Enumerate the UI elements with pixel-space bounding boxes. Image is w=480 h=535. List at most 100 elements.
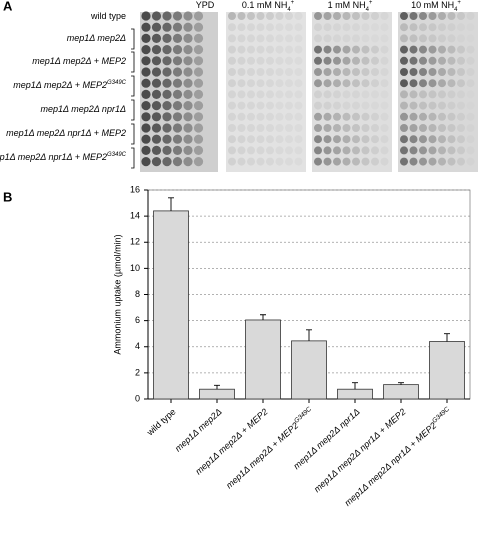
colony-spot: [457, 45, 465, 54]
colony-spot: [275, 12, 284, 20]
colony-spot: [193, 67, 204, 77]
colony-spot: [141, 112, 151, 122]
colony-spot: [323, 23, 332, 32]
label-text: mep1Δ mep2Δ npr1Δ + MEP2: [312, 407, 408, 495]
column-header: YPD: [196, 0, 215, 10]
colony-spot: [141, 157, 151, 167]
colony-spot: [428, 79, 437, 88]
y-tick-label: 4: [135, 341, 140, 351]
colony-spot: [400, 101, 408, 110]
colony-spot: [193, 33, 204, 44]
panel-label: B: [3, 189, 12, 204]
colony-spot: [409, 157, 418, 166]
colony-spot: [266, 146, 274, 155]
row-label: mep1Δ mep2Δ: [67, 33, 126, 43]
colony-spot: [228, 68, 236, 76]
colony-spot: [400, 146, 408, 155]
colony-spot: [371, 45, 379, 54]
label-text: mep1Δ mep2Δ: [173, 407, 224, 454]
colony-spot: [352, 90, 360, 99]
bar: [429, 341, 465, 400]
colony-spot: [141, 145, 151, 155]
colony-spot: [247, 101, 255, 110]
colony-spot: [183, 134, 193, 144]
colony-spot: [266, 124, 274, 132]
colony-spot: [183, 56, 193, 66]
colony-spot: [314, 12, 322, 20]
colony-spot: [285, 101, 293, 110]
colony-spot: [333, 56, 341, 65]
colony-spot: [183, 67, 193, 77]
y-tick-label: 16: [130, 184, 140, 194]
colony-spot: [466, 90, 475, 99]
colony-spot: [333, 146, 341, 155]
colony-spot: [428, 124, 437, 132]
y-tick-label: 6: [135, 315, 140, 325]
colony-spot: [275, 79, 284, 88]
row-bracket: [131, 147, 135, 169]
colony-spot: [151, 157, 162, 167]
colony-spot: [447, 68, 456, 76]
colony-spot: [361, 68, 370, 76]
y-axis-label: Ammonium uptake (µmol/min): [112, 234, 122, 354]
colony-spot: [342, 101, 351, 110]
colony-spot: [333, 135, 341, 144]
colony-spot: [266, 135, 274, 144]
colony-spot: [380, 135, 389, 144]
colony-spot: [275, 45, 284, 54]
colony-spot: [237, 79, 246, 88]
colony-spot: [438, 124, 446, 132]
colony-spot: [314, 79, 322, 88]
colony-spot: [256, 23, 265, 32]
colony-spot: [400, 112, 408, 121]
error-bar: [306, 329, 312, 341]
colony-spot: [342, 146, 351, 155]
colony-spot: [141, 78, 151, 88]
colony-spot: [466, 124, 475, 132]
colony-spot: [361, 157, 370, 166]
colony-spot: [361, 79, 370, 88]
colony-spot: [371, 68, 379, 76]
colony-spot: [314, 56, 322, 65]
superscript: G349C: [107, 152, 127, 158]
superscript: +: [291, 0, 295, 6]
colony-spot: [183, 123, 193, 133]
colony-spot: [457, 12, 465, 20]
colony-spot: [447, 146, 456, 155]
colony-spot: [275, 34, 284, 43]
y-tick-label: 8: [135, 289, 140, 299]
colony-spot: [400, 23, 408, 32]
colony-spot: [228, 112, 236, 121]
colony-spot: [314, 90, 322, 99]
colony-spot: [466, 12, 475, 20]
colony-spot: [285, 79, 293, 88]
colony-spot: [333, 12, 341, 20]
colony-spot: [314, 101, 322, 110]
bar: [245, 319, 281, 400]
colony-spot: [294, 157, 303, 166]
colony-spot: [457, 124, 465, 132]
bar: [199, 388, 235, 400]
colony-spot: [409, 56, 418, 65]
colony-spot: [266, 101, 274, 110]
colony-spot: [237, 68, 246, 76]
colony-spot: [256, 90, 265, 99]
colony-spot: [228, 90, 236, 99]
colony-spot: [380, 23, 389, 32]
colony-spot: [361, 23, 370, 32]
colony-spot: [247, 68, 255, 76]
colony-spot: [162, 145, 172, 155]
y-tick-label: 12: [130, 237, 140, 247]
colony-spot: [141, 123, 151, 133]
colony-spot: [352, 23, 360, 32]
colony-spot: [457, 68, 465, 76]
colony-spot: [256, 68, 265, 76]
colony-spot: [256, 101, 265, 110]
subscript: 4: [366, 7, 370, 13]
superscript: +: [369, 0, 373, 6]
colony-spot: [457, 90, 465, 99]
colony-spot: [323, 68, 332, 76]
superscript: G349C: [107, 80, 127, 86]
colony-spot: [314, 157, 322, 166]
colony-spot: [193, 101, 204, 111]
